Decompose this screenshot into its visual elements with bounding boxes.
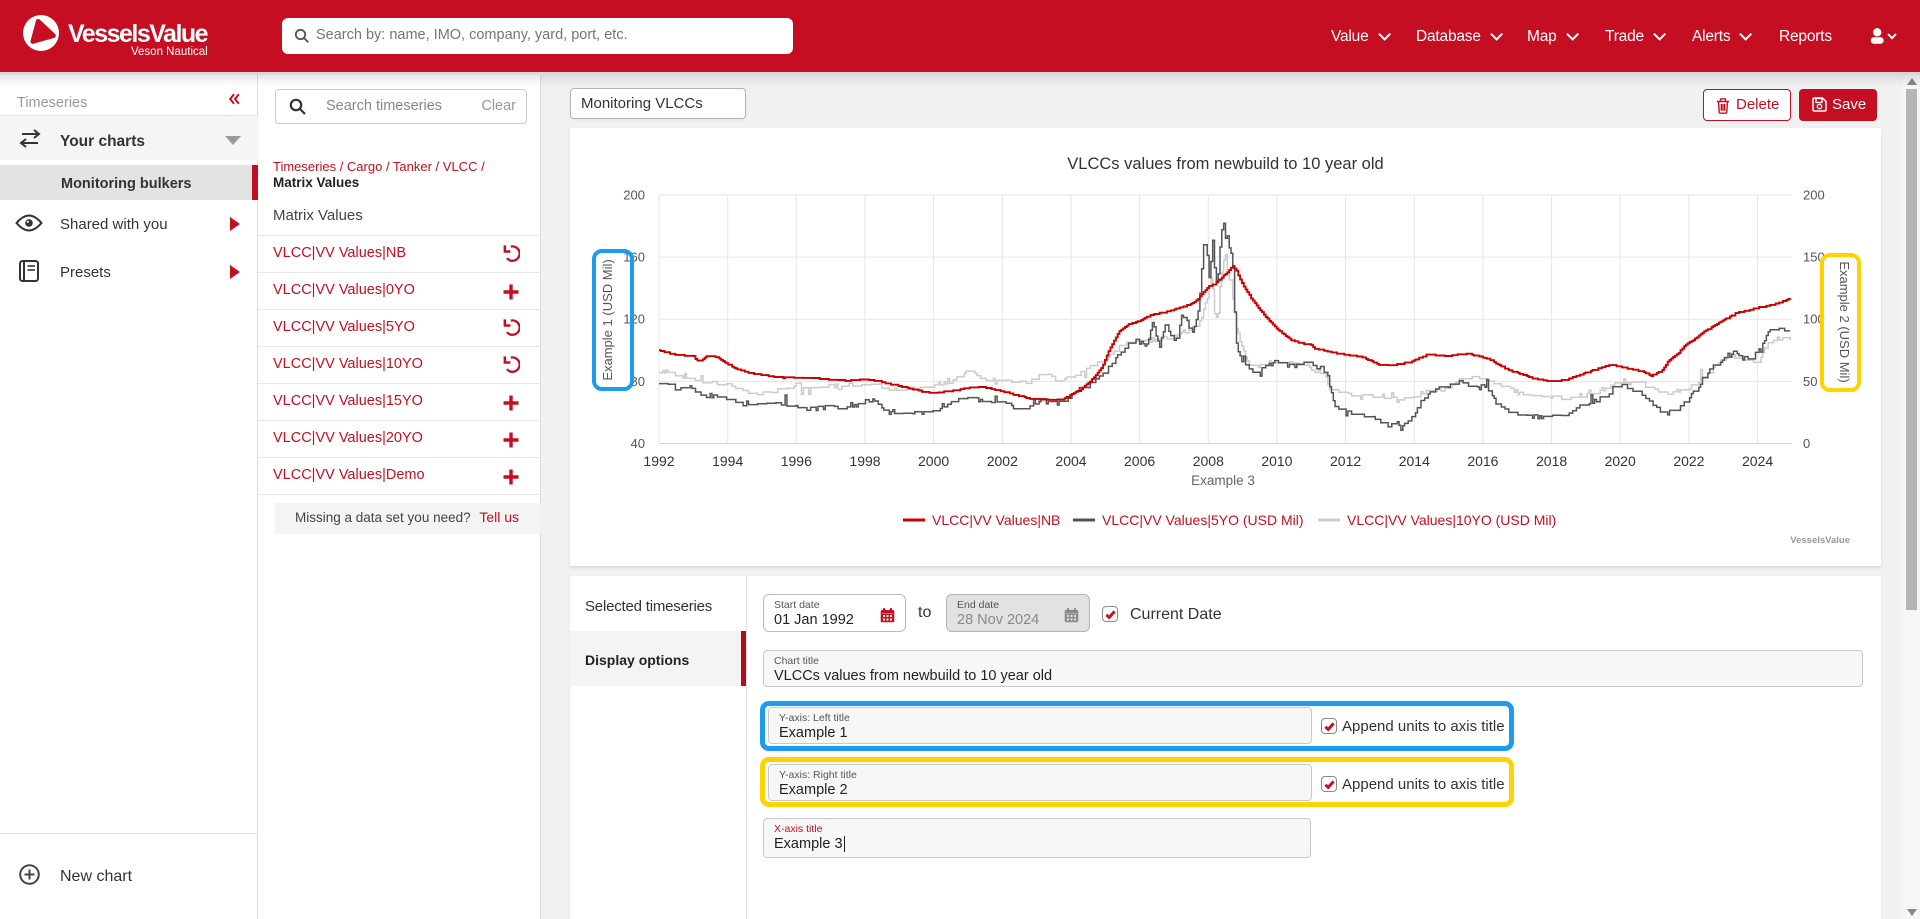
- svg-text:2024: 2024: [1742, 453, 1773, 469]
- svg-text:VesselsValue: VesselsValue: [1790, 535, 1850, 546]
- svg-text:VLCC|VV Values|5YO (USD Mil): VLCC|VV Values|5YO (USD Mil): [1102, 512, 1304, 528]
- svg-text:2012: 2012: [1330, 453, 1361, 469]
- svg-text:Example 2 (USD Mil): Example 2 (USD Mil): [1837, 261, 1852, 382]
- svg-text:120: 120: [623, 312, 645, 327]
- svg-text:VLCC|VV Values|10YO (USD Mil): VLCC|VV Values|10YO (USD Mil): [1347, 512, 1556, 528]
- svg-text:2000: 2000: [918, 453, 949, 469]
- svg-text:0: 0: [1803, 436, 1810, 451]
- svg-text:2014: 2014: [1399, 453, 1430, 469]
- svg-text:1996: 1996: [781, 453, 812, 469]
- svg-text:Example 3: Example 3: [1191, 473, 1255, 488]
- svg-text:VLCC|VV Values|NB: VLCC|VV Values|NB: [932, 512, 1060, 528]
- svg-text:50: 50: [1803, 374, 1817, 389]
- svg-text:1992: 1992: [643, 453, 674, 469]
- svg-text:200: 200: [1803, 188, 1825, 203]
- svg-text:2018: 2018: [1536, 453, 1567, 469]
- svg-text:2022: 2022: [1673, 453, 1704, 469]
- svg-text:Example 1 (USD Mil): Example 1 (USD Mil): [600, 259, 615, 380]
- svg-text:2008: 2008: [1193, 453, 1224, 469]
- svg-text:2010: 2010: [1261, 453, 1292, 469]
- svg-text:2002: 2002: [987, 453, 1018, 469]
- svg-text:1994: 1994: [712, 453, 743, 469]
- svg-text:1998: 1998: [849, 453, 880, 469]
- svg-text:2016: 2016: [1467, 453, 1498, 469]
- svg-text:150: 150: [1803, 250, 1825, 265]
- svg-text:100: 100: [1803, 312, 1825, 327]
- svg-text:2006: 2006: [1124, 453, 1155, 469]
- svg-text:2004: 2004: [1055, 453, 1086, 469]
- svg-text:200: 200: [623, 188, 645, 203]
- svg-text:2020: 2020: [1605, 453, 1636, 469]
- svg-text:80: 80: [631, 374, 645, 389]
- svg-text:40: 40: [631, 436, 645, 451]
